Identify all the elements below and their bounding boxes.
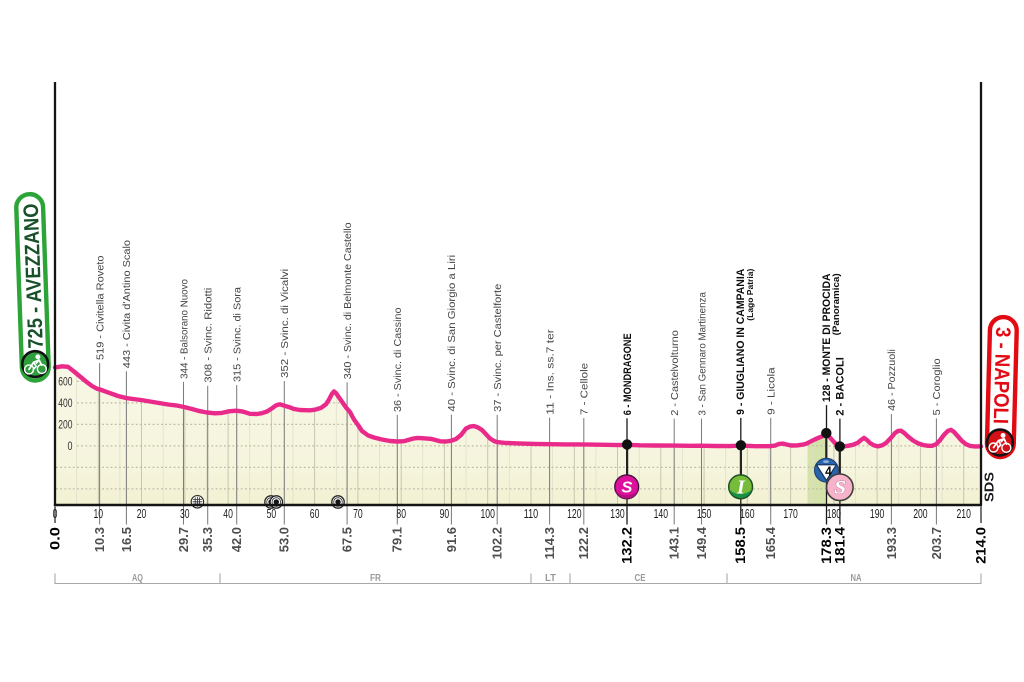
svg-text:29.7: 29.7 <box>176 527 191 552</box>
svg-text:143.1: 143.1 <box>667 527 682 559</box>
svg-text:132.2: 132.2 <box>618 527 634 564</box>
svg-text:149.4: 149.4 <box>694 526 709 559</box>
svg-text:10: 10 <box>94 506 104 521</box>
svg-text:(Panoramica): (Panoramica) <box>831 273 842 335</box>
svg-text:170: 170 <box>783 506 797 521</box>
svg-text:53.0: 53.0 <box>277 527 292 552</box>
svg-text:160: 160 <box>740 506 754 521</box>
svg-text:20: 20 <box>137 506 147 521</box>
svg-text:130: 130 <box>610 506 624 521</box>
svg-text:S: S <box>621 479 632 496</box>
svg-text:102.2: 102.2 <box>490 527 505 559</box>
svg-text:0.0: 0.0 <box>46 527 62 550</box>
svg-text:178.3: 178.3 <box>818 527 834 564</box>
svg-text:344 - Balsorano Nuovo: 344 - Balsorano Nuovo <box>178 279 190 379</box>
svg-text:7 - Cellole: 7 - Cellole <box>579 363 591 415</box>
svg-text:128 - MONTE DI PROCIDA: 128 - MONTE DI PROCIDA <box>821 273 833 402</box>
svg-text:200: 200 <box>913 506 927 521</box>
svg-text:315 - Svinc. di Sora: 315 - Svinc. di Sora <box>232 287 244 382</box>
svg-text:79.1: 79.1 <box>390 527 405 552</box>
svg-text:30: 30 <box>180 506 190 521</box>
svg-text:0: 0 <box>68 441 73 453</box>
svg-text:FR: FR <box>370 572 381 584</box>
svg-text:35.3: 35.3 <box>200 527 215 552</box>
svg-text:4: 4 <box>825 465 832 479</box>
svg-text:S: S <box>834 477 846 498</box>
svg-text:600: 600 <box>58 377 72 389</box>
svg-text:210: 210 <box>957 506 971 521</box>
svg-text:10.3: 10.3 <box>92 527 107 552</box>
svg-text:67.5: 67.5 <box>340 527 355 552</box>
svg-text:2 - Castelvolturno: 2 - Castelvolturno <box>669 330 681 416</box>
svg-text:70: 70 <box>353 506 363 521</box>
svg-text:150: 150 <box>697 506 711 521</box>
svg-text:6 - MONDRAGONE: 6 - MONDRAGONE <box>622 333 634 415</box>
svg-text:725 - AVEZZANO: 725 - AVEZZANO <box>20 203 48 349</box>
svg-text:400: 400 <box>58 398 72 410</box>
svg-text:91.6: 91.6 <box>444 527 459 552</box>
svg-text:80: 80 <box>396 506 406 521</box>
svg-text:11 - Ins. ss.7 ter: 11 - Ins. ss.7 ter <box>544 329 556 415</box>
svg-text:37 - Svinc. per Castelforte: 37 - Svinc. per Castelforte <box>492 284 504 412</box>
svg-text:42.0: 42.0 <box>229 527 244 552</box>
svg-text:114.3: 114.3 <box>542 527 557 559</box>
svg-text:443 - Civita d'Antino Scalo: 443 - Civita d'Antino Scalo <box>121 240 133 368</box>
svg-text:CE: CE <box>635 572 646 584</box>
svg-text:165.4: 165.4 <box>763 526 778 559</box>
svg-text:180: 180 <box>827 506 841 521</box>
svg-text:203.7: 203.7 <box>929 527 944 559</box>
svg-text:340 - Svinc. di Belmonte Caste: 340 - Svinc. di Belmonte Castello <box>342 222 354 379</box>
svg-text:90: 90 <box>440 506 450 521</box>
svg-text:140: 140 <box>654 506 668 521</box>
svg-text:60: 60 <box>310 506 320 521</box>
svg-text:122.2: 122.2 <box>576 527 591 559</box>
svg-text:181.4: 181.4 <box>831 527 847 564</box>
svg-text:AQ: AQ <box>132 572 143 584</box>
svg-text:9 - Licola: 9 - Licola <box>766 367 778 415</box>
svg-text:SDS: SDS <box>982 472 997 502</box>
svg-text:LT: LT <box>545 572 557 584</box>
svg-text:(Lago Patria): (Lago Patria) <box>745 269 755 321</box>
svg-text:16.5: 16.5 <box>119 527 134 552</box>
svg-text:200: 200 <box>58 420 72 432</box>
svg-text:110: 110 <box>524 506 538 521</box>
svg-text:9 - GIUGLIANO IN CAMPANIA: 9 - GIUGLIANO IN CAMPANIA <box>735 269 747 415</box>
svg-text:190: 190 <box>870 506 884 521</box>
svg-text:40: 40 <box>223 506 233 521</box>
svg-text:308 - Svinc. Ridotti: 308 - Svinc. Ridotti <box>203 288 215 383</box>
svg-text:120: 120 <box>567 506 581 521</box>
svg-text:36 - Svinc. di Cassino: 36 - Svinc. di Cassino <box>392 307 404 412</box>
svg-text:193.3: 193.3 <box>884 527 899 559</box>
svg-text:158.5: 158.5 <box>732 527 748 564</box>
svg-text:352 - Svinc. di Vicalvi: 352 - Svinc. di Vicalvi <box>279 269 291 378</box>
svg-text:NA: NA <box>851 572 862 584</box>
svg-text:40 - Svinc. di San Giorgio a L: 40 - Svinc. di San Giorgio a Liri <box>446 255 458 412</box>
svg-text:519 - Civitella Roveto: 519 - Civitella Roveto <box>94 255 106 360</box>
svg-text:100: 100 <box>481 506 495 521</box>
svg-text:214.0: 214.0 <box>972 527 988 564</box>
svg-text:I: I <box>736 476 746 498</box>
svg-text:3 - NAPOLI: 3 - NAPOLI <box>989 327 1015 425</box>
svg-text:50: 50 <box>267 506 277 521</box>
svg-text:3 - San Gennaro Martinenza: 3 - San Gennaro Martinenza <box>696 292 708 416</box>
svg-text:5 - Coroglio: 5 - Coroglio <box>931 358 943 415</box>
svg-text:2 - BACOLI: 2 - BACOLI <box>835 357 847 416</box>
svg-text:46 - Pozzuoli: 46 - Pozzuoli <box>886 349 898 411</box>
